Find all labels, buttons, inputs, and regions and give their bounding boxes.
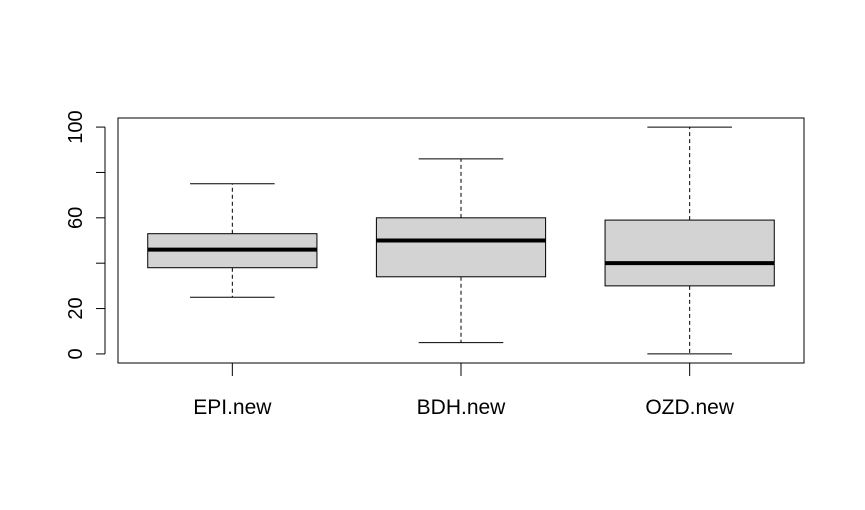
y-tick-label: 100 bbox=[65, 110, 87, 143]
x-category-label: BDH.new bbox=[417, 396, 507, 419]
x-category-label: EPI.new bbox=[193, 396, 272, 419]
y-tick-label: 20 bbox=[65, 297, 87, 319]
box-series bbox=[147, 126, 775, 355]
y-axis: 0 20 60 100 bbox=[65, 110, 106, 359]
box-bdh-new bbox=[375, 158, 547, 344]
interquartile-box bbox=[604, 219, 775, 287]
box-epi-new bbox=[147, 183, 318, 298]
box-ozd-new bbox=[604, 126, 775, 355]
y-tick-label: 0 bbox=[65, 348, 87, 359]
interquartile-box bbox=[375, 217, 547, 278]
x-axis: EPI.new BDH.new OZD.new bbox=[193, 363, 735, 419]
x-category-label: OZD.new bbox=[645, 396, 735, 419]
y-tick-label: 60 bbox=[65, 207, 87, 229]
